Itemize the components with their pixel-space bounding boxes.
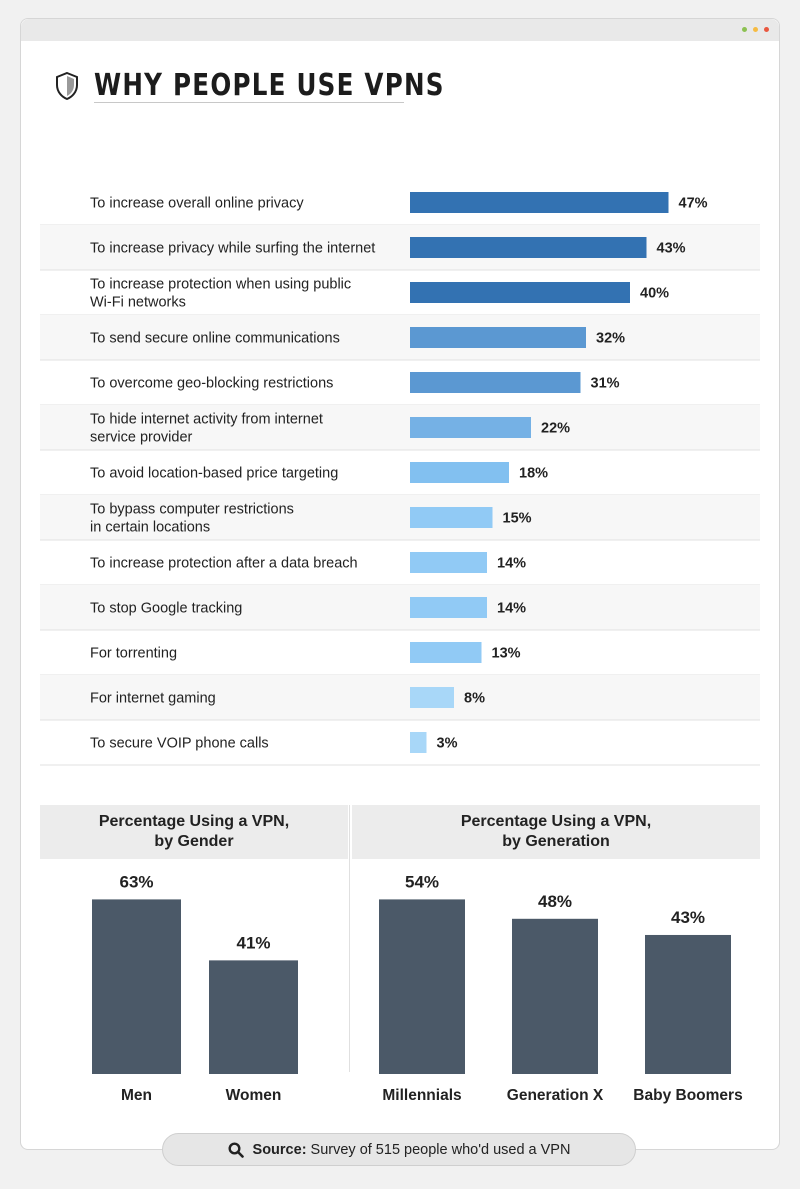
generation-chart-title: Percentage Using a VPN, by Generation xyxy=(352,805,760,859)
bar xyxy=(410,237,647,258)
search-icon xyxy=(228,1141,244,1158)
column-category-label: Millennials xyxy=(382,1087,461,1104)
source-label: Source: xyxy=(252,1141,307,1158)
column-value-label: 48% xyxy=(538,892,572,911)
column-category-label: Generation X xyxy=(507,1087,604,1104)
value-label: 18% xyxy=(519,466,548,482)
category-label: To increase overall online privacy xyxy=(90,196,304,212)
gender-chart-title-text: Percentage Using a VPN, by Gender xyxy=(98,813,290,850)
gender-chart-title: Percentage Using a VPN, by Gender xyxy=(40,805,348,859)
value-label: 40% xyxy=(640,286,669,302)
category-label: To increase protection after a data brea… xyxy=(90,556,358,572)
value-label: 43% xyxy=(657,241,686,257)
bar xyxy=(410,417,531,438)
bar xyxy=(410,282,630,303)
bar xyxy=(410,372,581,393)
bar xyxy=(410,462,509,483)
value-label: 8% xyxy=(464,691,485,707)
row-stripe xyxy=(40,405,760,450)
bar xyxy=(410,642,482,663)
category-label: To increase privacy while surfing the in… xyxy=(90,241,375,257)
chart-divider xyxy=(349,805,350,1072)
value-label: 14% xyxy=(497,556,526,572)
category-label: To stop Google tracking xyxy=(90,601,242,617)
column-category-label: Women xyxy=(226,1087,282,1104)
value-label: 3% xyxy=(437,736,458,752)
green-dot-icon xyxy=(742,27,747,32)
generation-bar-chart: 54% Millennials 48% Generation X 43% Baby Boo… xyxy=(379,872,743,1104)
page-title: WHY PEOPLE USE VPNS xyxy=(94,68,445,103)
bar xyxy=(410,597,487,618)
category-label: To avoid location-based price targeting xyxy=(90,466,338,482)
source-text: Survey of 515 people who'd used a VPN xyxy=(310,1141,571,1158)
category-label: To secure VOIP phone calls xyxy=(90,736,269,752)
category-label: To overcome geo-blocking restrictions xyxy=(90,376,333,392)
bar xyxy=(410,552,487,573)
value-label: 14% xyxy=(497,601,526,617)
value-label: 32% xyxy=(596,331,625,347)
value-label: 22% xyxy=(541,421,570,437)
row-stripe xyxy=(40,675,760,720)
value-label: 15% xyxy=(503,511,532,527)
column-value-label: 63% xyxy=(119,872,153,891)
column-bar xyxy=(92,899,181,1074)
row-stripe xyxy=(40,585,760,630)
window-dots xyxy=(742,27,769,32)
bar xyxy=(410,507,493,528)
shield-icon xyxy=(56,71,78,100)
column-value-label: 43% xyxy=(671,908,705,927)
bar xyxy=(410,732,427,753)
category-label: To increase protection when using public… xyxy=(90,277,351,311)
column-category-label: Baby Boomers xyxy=(633,1087,742,1104)
reasons-bar-chart: To increase overall online privacy 47% To … xyxy=(40,192,760,766)
column-bar xyxy=(379,899,465,1074)
column-category-label: Men xyxy=(121,1087,152,1104)
bar xyxy=(410,687,454,708)
gender-bar-chart: 63% Men 41% Women xyxy=(92,872,298,1104)
title-underline xyxy=(94,102,404,103)
bar xyxy=(410,327,586,348)
category-label: For torrenting xyxy=(90,646,177,662)
page-header: WHY PEOPLE USE VPNS xyxy=(56,68,522,103)
column-bar xyxy=(209,960,298,1074)
column-bar xyxy=(645,934,731,1074)
generation-chart-title-text: Percentage Using a VPN, by Generation xyxy=(460,813,652,850)
value-label: 47% xyxy=(679,196,708,212)
column-value-label: 41% xyxy=(236,933,270,952)
yellow-dot-icon xyxy=(753,27,758,32)
category-label: To hide internet activity from internet s… xyxy=(90,412,323,446)
value-label: 13% xyxy=(492,646,521,662)
category-label: To bypass computer restrictions in certai… xyxy=(90,502,294,536)
source-pill: Source: Survey of 515 people who'd used … xyxy=(162,1133,636,1166)
row-stripe xyxy=(40,315,760,360)
column-value-label: 54% xyxy=(405,872,439,891)
value-label: 31% xyxy=(591,376,620,392)
column-bar xyxy=(512,918,598,1074)
bar xyxy=(410,192,669,213)
red-dot-icon xyxy=(764,27,769,32)
window-top-bar xyxy=(21,19,779,41)
category-label: For internet gaming xyxy=(90,691,216,707)
category-label: To send secure online communications xyxy=(90,331,340,347)
row-stripe xyxy=(40,495,760,540)
